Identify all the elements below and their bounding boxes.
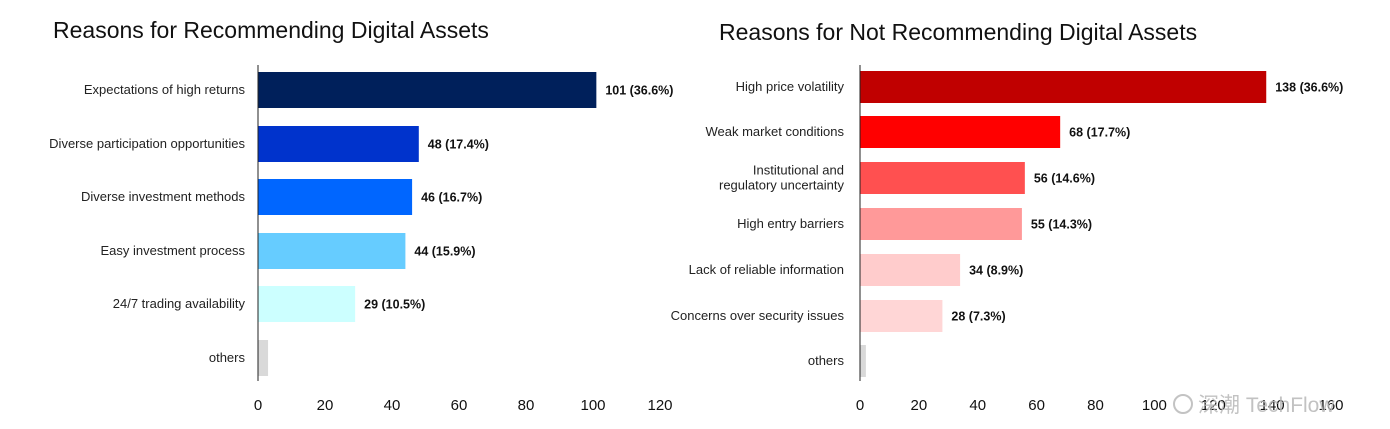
right-category-label-6: others <box>808 353 845 368</box>
right-x-tick-6: 120 <box>1201 397 1226 414</box>
right-x-tick-1: 20 <box>911 397 928 414</box>
watermark-logo-icon <box>1173 394 1193 414</box>
right-value-label-2: 56 (14.6%) <box>1034 172 1095 186</box>
right-bar-6 <box>860 345 866 377</box>
right-bar-2 <box>860 162 1025 194</box>
left-bar-5 <box>258 340 269 376</box>
left-value-label-2: 46 (16.7%) <box>421 191 482 205</box>
right-x-tick-0: 0 <box>856 397 864 414</box>
left-x-tick-1: 20 <box>317 397 334 414</box>
right-bar-3 <box>860 208 1022 240</box>
right-value-label-1: 68 (17.7%) <box>1069 126 1130 140</box>
right-bar-5 <box>860 300 943 332</box>
right-value-label-0: 138 (36.6%) <box>1275 81 1343 95</box>
right-category-label-4: Lack of reliable information <box>689 262 844 277</box>
left-bar-2 <box>258 179 413 215</box>
left-chart-title: Reasons for Recommending Digital Assets <box>53 17 489 43</box>
left-category-label-5: others <box>209 350 246 365</box>
left-value-label-1: 48 (17.4%) <box>428 138 489 152</box>
right-category-label-0: High price volatility <box>736 79 845 94</box>
right-x-tick-4: 80 <box>1087 397 1104 414</box>
right-category-label-2-line-0: Institutional and <box>753 163 844 178</box>
left-bar-4 <box>258 286 356 322</box>
left-category-label-0: Expectations of high returns <box>84 82 246 97</box>
left-x-tick-2: 40 <box>384 397 401 414</box>
right-value-label-5: 28 (7.3%) <box>951 310 1005 324</box>
left-category-label-2: Diverse investment methods <box>81 189 246 204</box>
right-category-label-3: High entry barriers <box>737 216 844 231</box>
watermark-text: 深潮 TechFlow <box>1198 394 1335 417</box>
right-category-label-1: Weak market conditions <box>706 124 845 139</box>
right-bar-1 <box>860 116 1061 148</box>
right-category-label-2-line-1: regulatory uncertainty <box>719 178 845 193</box>
recommending-chart: Reasons for Recommending Digital Assets … <box>49 17 673 414</box>
right-x-tick-8: 160 <box>1318 397 1343 414</box>
left-category-label-4: 24/7 trading availability <box>113 296 246 311</box>
left-category-label-3: Easy investment process <box>100 243 245 258</box>
left-value-label-4: 29 (10.5%) <box>364 298 425 312</box>
left-value-label-0: 101 (36.6%) <box>605 84 673 98</box>
left-x-tick-0: 0 <box>254 397 262 414</box>
left-bar-1 <box>258 126 419 162</box>
left-category-label-1: Diverse participation opportunities <box>49 136 245 151</box>
right-x-tick-5: 100 <box>1142 397 1167 414</box>
right-bar-4 <box>860 254 961 286</box>
left-x-tick-5: 100 <box>580 397 605 414</box>
right-value-label-3: 55 (14.3%) <box>1031 218 1092 232</box>
right-x-tick-3: 60 <box>1028 397 1045 414</box>
right-x-tick-2: 40 <box>969 397 986 414</box>
left-x-tick-6: 120 <box>647 397 672 414</box>
right-bar-0 <box>860 71 1267 103</box>
watermark: 深潮 TechFlow <box>1173 394 1335 417</box>
left-bar-0 <box>258 72 597 108</box>
left-x-tick-4: 80 <box>518 397 535 414</box>
left-x-tick-3: 60 <box>451 397 468 414</box>
left-bar-3 <box>258 233 406 269</box>
right-value-label-4: 34 (8.9%) <box>969 264 1023 278</box>
right-category-label-5: Concerns over security issues <box>671 308 845 323</box>
right-chart-title: Reasons for Not Recommending Digital Ass… <box>719 19 1197 45</box>
left-value-label-3: 44 (15.9%) <box>414 245 475 259</box>
right-x-tick-7: 140 <box>1260 397 1285 414</box>
not-recommending-chart: Reasons for Not Recommending Digital Ass… <box>671 19 1344 414</box>
